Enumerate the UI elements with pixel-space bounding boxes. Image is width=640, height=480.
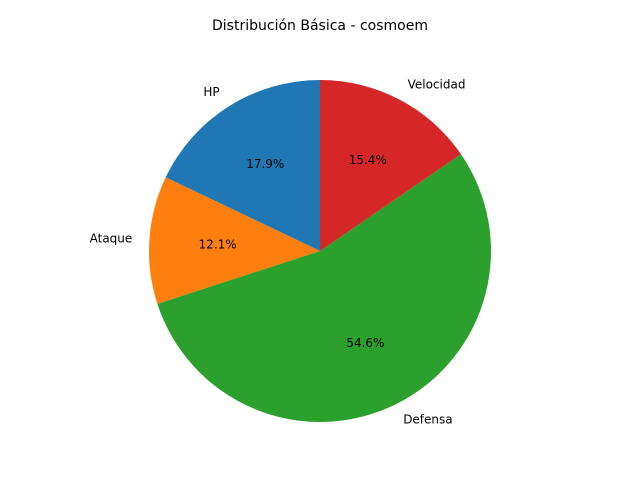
pct-label-velocidad: 15.4% <box>349 153 387 167</box>
slice-ataque <box>149 177 320 304</box>
chart-title: Distribución Básica - cosmoem <box>212 18 428 34</box>
slice-velocidad <box>320 80 461 251</box>
slice-label-defensa: Defensa <box>403 413 452 427</box>
pct-label-defensa: 54.6% <box>346 336 384 350</box>
pie-slices <box>149 80 491 422</box>
pct-label-hp: 17.9% <box>246 157 284 171</box>
slice-label-ataque: Ataque <box>90 232 133 246</box>
slice-hp <box>165 80 320 251</box>
slice-label-hp: HP <box>203 85 219 99</box>
pie-labels: HP 17.9% Ataque 12.1% Defensa 54.6% Velocidad 1… <box>90 78 466 427</box>
slice-label-velocidad: Velocidad <box>408 78 466 92</box>
slice-defensa <box>157 154 491 422</box>
pct-label-ataque: 12.1% <box>199 237 237 251</box>
